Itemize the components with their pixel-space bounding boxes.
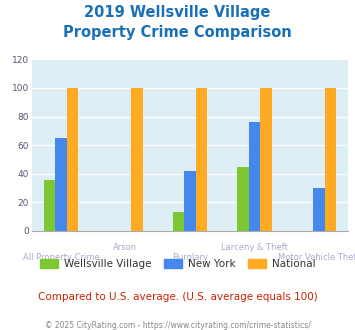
Bar xyxy=(184,171,196,231)
Text: Motor Vehicle Theft: Motor Vehicle Theft xyxy=(278,253,355,262)
Bar xyxy=(260,88,272,231)
Legend: Wellsville Village, New York, National: Wellsville Village, New York, National xyxy=(36,254,320,273)
Bar xyxy=(55,138,67,231)
Text: Burglary: Burglary xyxy=(172,253,208,262)
Text: Arson: Arson xyxy=(113,243,137,252)
Text: Property Crime Comparison: Property Crime Comparison xyxy=(63,25,292,40)
Bar xyxy=(44,180,55,231)
Text: Compared to U.S. average. (U.S. average equals 100): Compared to U.S. average. (U.S. average … xyxy=(38,292,317,302)
Bar xyxy=(196,88,207,231)
Bar xyxy=(325,88,336,231)
Bar xyxy=(313,188,325,231)
Text: All Property Crime: All Property Crime xyxy=(23,253,99,262)
Text: Larceny & Theft: Larceny & Theft xyxy=(221,243,288,252)
Bar xyxy=(67,88,78,231)
Bar xyxy=(131,88,143,231)
Bar xyxy=(248,122,260,231)
Text: 2019 Wellsville Village: 2019 Wellsville Village xyxy=(84,5,271,20)
Bar xyxy=(173,213,184,231)
Bar xyxy=(237,167,248,231)
Text: © 2025 CityRating.com - https://www.cityrating.com/crime-statistics/: © 2025 CityRating.com - https://www.city… xyxy=(45,321,310,330)
